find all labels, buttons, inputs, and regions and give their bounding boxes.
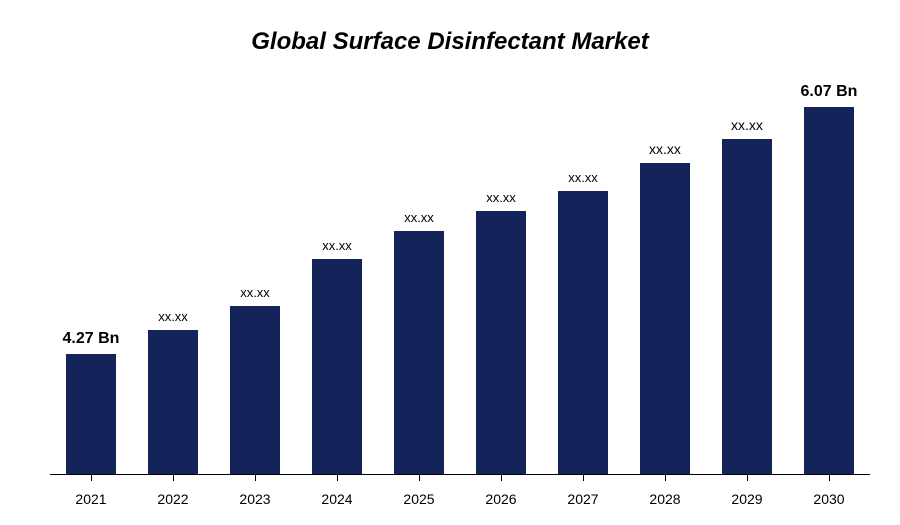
x-tick: 2022 (132, 491, 214, 507)
tick-mark (50, 475, 132, 481)
x-tick: 2023 (214, 491, 296, 507)
bar-label: xx.xx (731, 117, 763, 133)
bar-label: xx.xx (486, 190, 516, 205)
x-tick: 2026 (460, 491, 542, 507)
tick-mark (296, 475, 378, 481)
x-tick-marks (50, 475, 870, 481)
bar-label: xx.xx (240, 285, 270, 300)
tick-mark (788, 475, 870, 481)
bar-label: 4.27 Bn (63, 330, 120, 348)
bar (476, 211, 527, 474)
bar (230, 306, 281, 474)
tick-mark (214, 475, 296, 481)
tick-mark (378, 475, 460, 481)
bar (312, 259, 363, 474)
x-tick: 2029 (706, 491, 788, 507)
bar-group-2029: xx.xx (706, 75, 788, 474)
bar-label: xx.xx (568, 170, 598, 185)
tick-mark (460, 475, 542, 481)
bar-group-2023: xx.xx (214, 75, 296, 474)
bar-label: xx.xx (158, 309, 188, 324)
bar-group-2030: 6.07 Bn (788, 75, 870, 474)
tick-mark (706, 475, 788, 481)
bar-label: 6.07 Bn (801, 83, 858, 101)
bar (558, 191, 609, 474)
bar-group-2022: xx.xx (132, 75, 214, 474)
bar (804, 107, 855, 474)
bar-group-2027: xx.xx (542, 75, 624, 474)
bar-group-2024: xx.xx (296, 75, 378, 474)
bar (148, 330, 199, 474)
tick-mark (132, 475, 214, 481)
bars-container: 4.27 Bn xx.xx xx.xx xx.xx xx.xx xx.xx xx… (50, 75, 870, 474)
x-tick: 2030 (788, 491, 870, 507)
bar-label: xx.xx (322, 238, 352, 253)
bar-group-2028: xx.xx (624, 75, 706, 474)
chart-title: Global Surface Disinfectant Market (0, 0, 900, 66)
tick-mark (542, 475, 624, 481)
bar (722, 139, 773, 474)
bar-group-2026: xx.xx (460, 75, 542, 474)
bar-label: xx.xx (404, 210, 434, 225)
x-tick: 2027 (542, 491, 624, 507)
x-tick: 2025 (378, 491, 460, 507)
x-tick: 2024 (296, 491, 378, 507)
x-axis: 2021 2022 2023 2024 2025 2026 2027 2028 … (50, 491, 870, 507)
bar (394, 231, 445, 474)
x-tick: 2021 (50, 491, 132, 507)
bar-group-2025: xx.xx (378, 75, 460, 474)
chart-plot-area: 4.27 Bn xx.xx xx.xx xx.xx xx.xx xx.xx xx… (50, 75, 870, 475)
x-tick: 2028 (624, 491, 706, 507)
tick-mark (624, 475, 706, 481)
bar (66, 354, 117, 474)
bar (640, 163, 691, 474)
bar-label: xx.xx (649, 141, 681, 157)
bar-group-2021: 4.27 Bn (50, 75, 132, 474)
